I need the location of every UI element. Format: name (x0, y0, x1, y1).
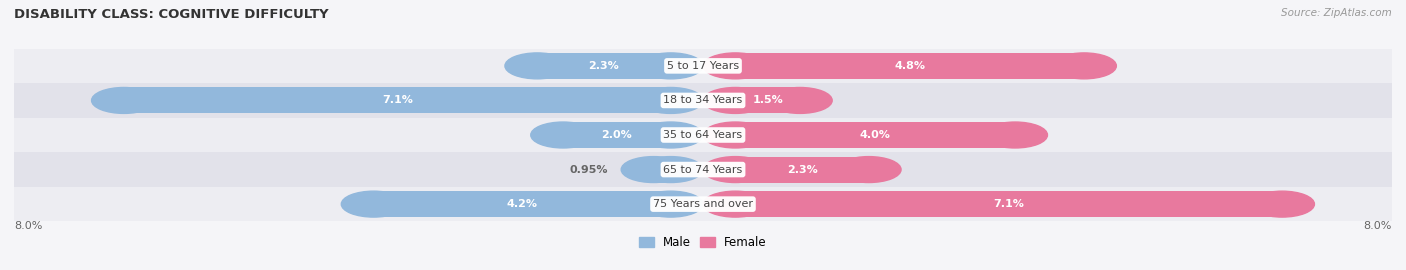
Circle shape (531, 122, 595, 148)
Circle shape (342, 191, 406, 217)
Circle shape (703, 87, 768, 113)
Circle shape (837, 157, 901, 183)
Text: 2.3%: 2.3% (787, 164, 817, 175)
Text: 4.0%: 4.0% (860, 130, 890, 140)
Circle shape (1052, 53, 1116, 79)
Bar (374, 191, 671, 217)
Bar (735, 53, 1084, 79)
Bar (14, 83, 1392, 118)
Circle shape (703, 157, 768, 183)
Bar (735, 87, 800, 113)
Text: 1.5%: 1.5% (752, 95, 783, 106)
Text: 7.1%: 7.1% (382, 95, 413, 106)
Bar (735, 122, 1015, 148)
Circle shape (768, 87, 832, 113)
Text: 65 to 74 Years: 65 to 74 Years (664, 164, 742, 175)
Text: 2.0%: 2.0% (602, 130, 633, 140)
Text: 8.0%: 8.0% (1364, 221, 1392, 231)
Text: 75 Years and over: 75 Years and over (652, 199, 754, 209)
Bar (14, 152, 1392, 187)
Circle shape (638, 87, 703, 113)
Circle shape (505, 53, 569, 79)
Circle shape (638, 157, 703, 183)
Bar (654, 157, 671, 183)
Circle shape (621, 157, 686, 183)
Circle shape (91, 87, 156, 113)
Text: 18 to 34 Years: 18 to 34 Years (664, 95, 742, 106)
Legend: Male, Female: Male, Female (634, 231, 772, 254)
Bar (735, 157, 869, 183)
Text: 0.95%: 0.95% (569, 164, 609, 175)
Bar (562, 122, 671, 148)
Bar (124, 87, 671, 113)
Text: 35 to 64 Years: 35 to 64 Years (664, 130, 742, 140)
Bar (14, 49, 1392, 83)
Bar (735, 191, 1282, 217)
Circle shape (638, 53, 703, 79)
Text: 5 to 17 Years: 5 to 17 Years (666, 61, 740, 71)
Circle shape (703, 191, 768, 217)
Text: DISABILITY CLASS: COGNITIVE DIFFICULTY: DISABILITY CLASS: COGNITIVE DIFFICULTY (14, 8, 329, 21)
Text: 2.3%: 2.3% (589, 61, 619, 71)
Circle shape (1250, 191, 1315, 217)
Circle shape (983, 122, 1047, 148)
Circle shape (638, 122, 703, 148)
Bar (14, 187, 1392, 221)
Bar (14, 118, 1392, 152)
Text: 4.8%: 4.8% (894, 61, 925, 71)
Circle shape (703, 53, 768, 79)
Text: 4.2%: 4.2% (506, 199, 537, 209)
Bar (537, 53, 671, 79)
Circle shape (703, 122, 768, 148)
Circle shape (638, 191, 703, 217)
Text: Source: ZipAtlas.com: Source: ZipAtlas.com (1281, 8, 1392, 18)
Text: 7.1%: 7.1% (993, 199, 1024, 209)
Text: 8.0%: 8.0% (14, 221, 42, 231)
